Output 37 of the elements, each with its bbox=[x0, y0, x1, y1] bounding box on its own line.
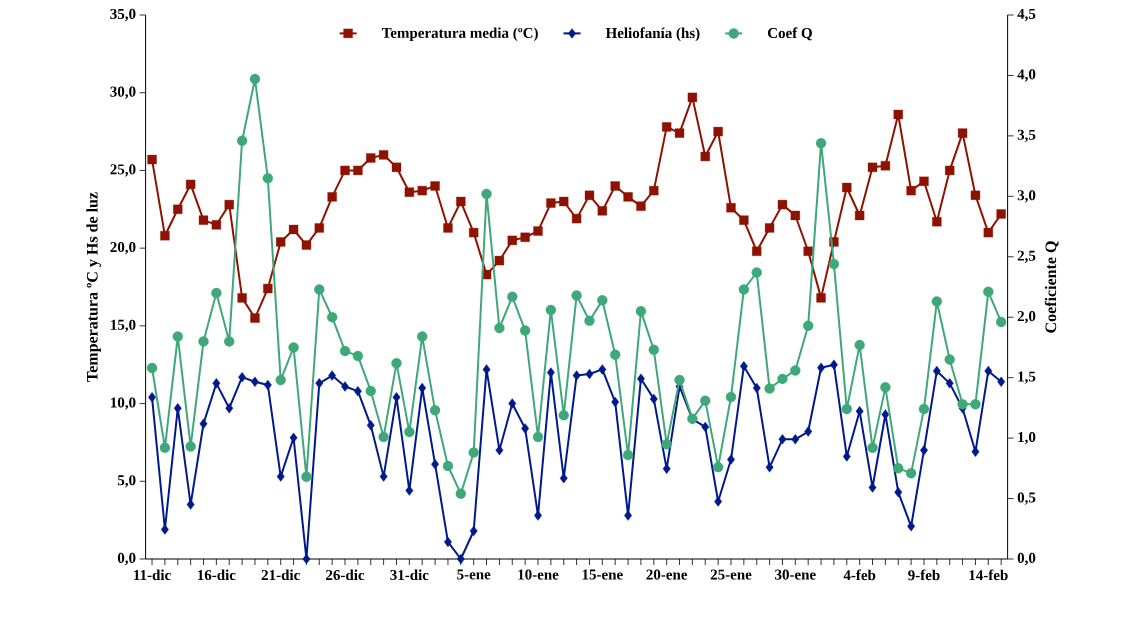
x-tick-label: 11-dic bbox=[134, 569, 171, 581]
x-tick-label: 26-dic bbox=[326, 569, 365, 581]
y2-tick-label: 0,5 bbox=[1017, 492, 1036, 505]
y2-tick-label: 1,5 bbox=[1018, 371, 1036, 384]
x-tick-label: 16-dic bbox=[197, 569, 236, 581]
y2-tick-label: 2,5 bbox=[1017, 250, 1036, 263]
legend-label: Temperatura media (ºC) bbox=[381, 27, 538, 42]
y2-tick-label: 2,0 bbox=[1017, 311, 1036, 324]
y2-tick-label: 4,0 bbox=[1017, 69, 1036, 82]
x-tick-label: 15-ene bbox=[582, 569, 623, 580]
y-tick-label: 10,0 bbox=[111, 397, 136, 410]
legend-label: Heliofanía (hs) bbox=[605, 27, 700, 42]
legend-label: Coef Q bbox=[767, 27, 812, 41]
x-tick-label: 25-ene bbox=[710, 569, 752, 580]
x-tick-label: 31-dic bbox=[390, 569, 429, 581]
y-axis-title: Temperatura ºC y Hs de luz bbox=[86, 192, 101, 382]
y2-tick-label: 1,0 bbox=[1018, 431, 1036, 445]
y-tick-label: 5,0 bbox=[117, 475, 136, 488]
y-tick-label: 20,0 bbox=[110, 242, 136, 255]
y2-tick-label: 3,0 bbox=[1017, 190, 1036, 203]
x-tick-label: 30-ene bbox=[775, 569, 816, 580]
y-tick-label: 35,0 bbox=[110, 8, 136, 22]
y-tick-label: 0,0 bbox=[117, 552, 136, 566]
x-tick-label: 21-dic bbox=[261, 569, 300, 581]
y2-axis-title: Coeficiente Q bbox=[1044, 241, 1059, 333]
y2-tick-label: 0,0 bbox=[1017, 552, 1036, 566]
x-tick-label: 5-ene bbox=[457, 569, 491, 580]
y2-tick-label: 4,5 bbox=[1017, 8, 1036, 22]
x-tick-label: 4-feb bbox=[843, 569, 876, 581]
y-tick-label: 25,0 bbox=[110, 164, 136, 177]
x-tick-label: 20-ene bbox=[646, 569, 688, 580]
x-tick-label: 9-feb bbox=[908, 569, 940, 581]
x-tick-label: 10-ene bbox=[518, 569, 559, 580]
y-tick-label: 30,0 bbox=[110, 86, 136, 99]
y-tick-label: 15,0 bbox=[111, 319, 136, 332]
x-tick-label: 14-feb bbox=[969, 569, 1008, 581]
y2-tick-label: 3,5 bbox=[1017, 129, 1036, 143]
